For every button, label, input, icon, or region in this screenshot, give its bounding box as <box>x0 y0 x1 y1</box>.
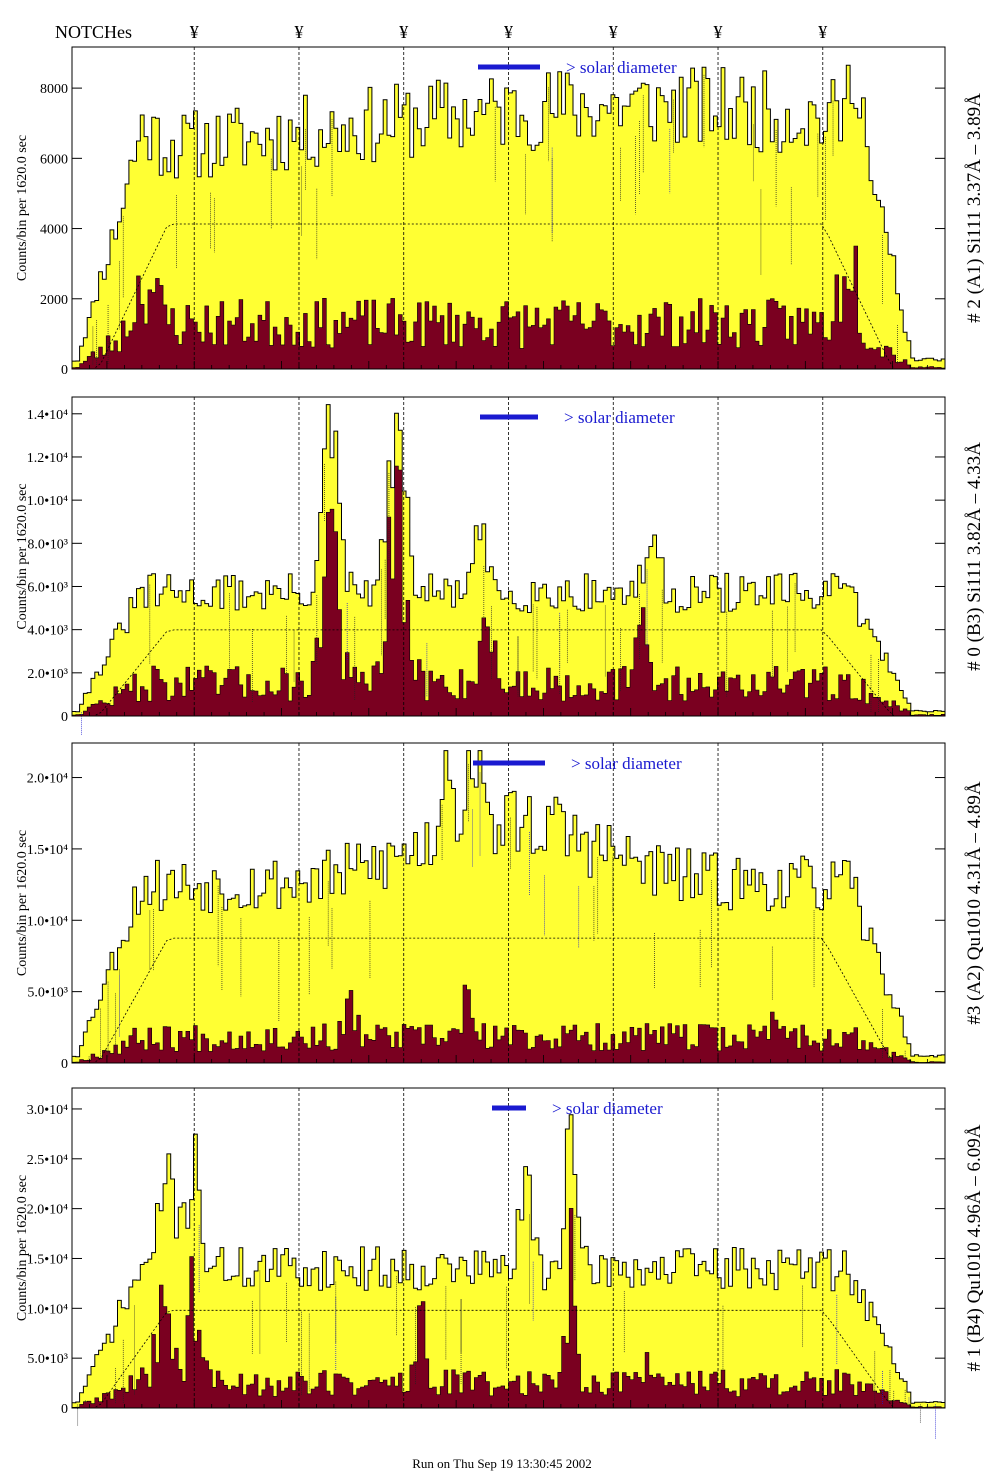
model-curve-2 <box>72 937 945 1064</box>
y-tick-label-3-3: 1.5•10⁴ <box>27 1252 68 1267</box>
notch-symbol-3: ¥ <box>504 22 513 42</box>
y-tick-label-0-3: 6000 <box>40 152 68 167</box>
y-tick-label-3-4: 2.0•10⁴ <box>27 1203 68 1218</box>
notch-symbol-6: ¥ <box>818 22 827 42</box>
y-tick-label-1-7: 1.4•10⁴ <box>27 408 68 423</box>
y-tick-label-2-3: 1.5•10⁴ <box>27 843 68 858</box>
y-tick-label-2-4: 2.0•10⁴ <box>27 772 68 787</box>
panel-title-2: #3 (A2) Qu1010 4.31Å – 4.89Å <box>964 781 985 1025</box>
notch-symbol-4: ¥ <box>609 22 618 42</box>
notch-symbol-5: ¥ <box>714 22 723 42</box>
y-tick-label-0-1: 2000 <box>40 293 68 308</box>
y-tick-label-3-6: 3.0•10⁴ <box>27 1103 68 1118</box>
legend-label-0: > solar diameter <box>566 58 677 77</box>
y-tick-label-1-4: 8.0•10³ <box>27 537 68 552</box>
panel-1: 0 2.0•10³ 4.0•10³ 6.0•10³ 8.0•10³ 1.0•10⁴ 1.2•… <box>15 396 985 735</box>
panel-title-1: # 0 (B3) Si111 3.82Å – 4.33Å <box>964 442 985 671</box>
y-tick-label-3-5: 2.5•10⁴ <box>27 1153 68 1168</box>
series-component-2 <box>71 984 946 1064</box>
series-total-2 <box>71 750 946 1064</box>
legend-label-2: > solar diameter <box>571 754 682 773</box>
y-tick-label-0-4: 8000 <box>40 82 68 97</box>
y-axis-label-2: Counts/bin per 1620.0 sec <box>15 830 30 976</box>
y-axis-label-1: Counts/bin per 1620.0 sec <box>15 483 30 629</box>
model-curve-1 <box>72 629 945 717</box>
y-tick-label-0-2: 4000 <box>40 223 68 238</box>
panel-0: 0 2000 4000 6000 8000 Counts/bin per 1620.0 s… <box>15 46 985 378</box>
notches-label: NOTCHes <box>55 22 132 42</box>
panel-title-3: # 1 (B4) Qu1010 4.96Å – 6.09Å <box>964 1124 985 1371</box>
notch-symbols: ¥ ¥ ¥ ¥ ¥ ¥ ¥ <box>190 22 828 42</box>
y-tick-label-0-0: 0 <box>61 363 68 378</box>
notch-symbol-0: ¥ <box>190 22 199 42</box>
panel-2: 0 5.0•10³ 1.0•10⁴ 1.5•10⁴ 2.0•10⁴ Counts/bin … <box>15 742 985 1072</box>
y-tick-label-2-2: 1.0•10⁴ <box>27 914 68 929</box>
panels: 0 2000 4000 6000 8000 Counts/bin per 1620.0 s… <box>15 46 985 1439</box>
y-tick-label-1-3: 6.0•10³ <box>27 580 68 595</box>
y-tick-label-3-0: 0 <box>61 1402 68 1417</box>
y-tick-label-1-0: 0 <box>61 710 68 725</box>
y-tick-label-1-6: 1.2•10⁴ <box>27 451 68 466</box>
y-tick-label-3-2: 1.0•10⁴ <box>27 1302 68 1317</box>
y-axis-label-0: Counts/bin per 1620.0 sec <box>15 135 30 281</box>
y-axis-label-3: Counts/bin per 1620.0 sec <box>15 1175 30 1321</box>
y-tick-label-1-1: 2.0•10³ <box>27 667 68 682</box>
legend-label-3: > solar diameter <box>552 1099 663 1118</box>
notch-symbol-2: ¥ <box>399 22 408 42</box>
run-timestamp: Run on Thu Sep 19 13:30:45 2002 <box>412 1456 592 1471</box>
y-tick-label-2-1: 5.0•10³ <box>27 986 68 1001</box>
y-tick-label-1-5: 1.0•10⁴ <box>27 494 68 509</box>
legend-label-1: > solar diameter <box>564 408 675 427</box>
y-tick-label-3-1: 5.0•10³ <box>27 1352 68 1367</box>
notch-symbol-1: ¥ <box>294 22 303 42</box>
panel-title-0: # 2 (A1) Si111 3.37Å – 3.89Å <box>964 93 985 323</box>
panel-3: 0 5.0•10³ 1.0•10⁴ 1.5•10⁴ 2.0•10⁴ 2.5•10⁴ 3.0•… <box>15 1087 985 1439</box>
y-tick-label-2-0: 0 <box>61 1057 68 1072</box>
series-total-3 <box>71 1114 946 1409</box>
y-tick-label-1-2: 4.0•10³ <box>27 624 68 639</box>
